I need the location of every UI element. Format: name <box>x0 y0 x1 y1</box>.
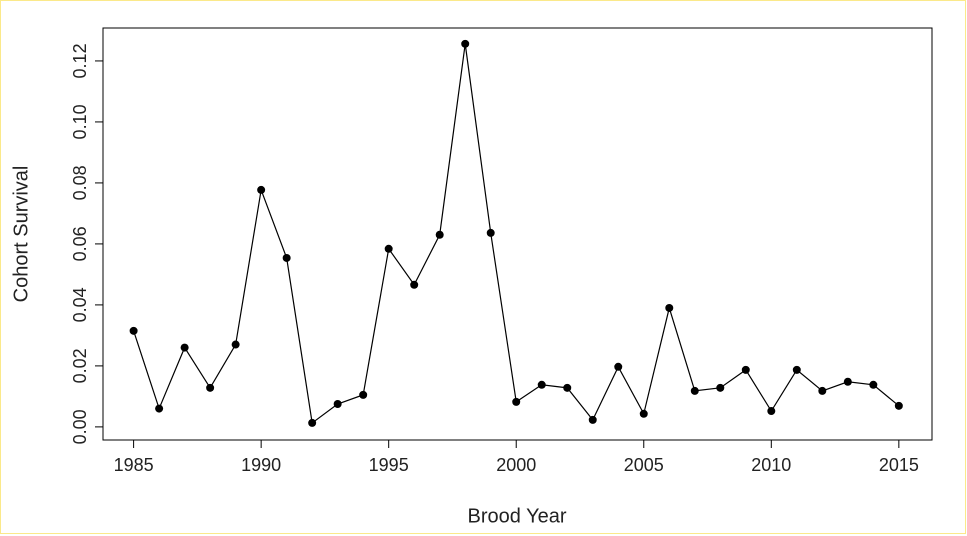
point <box>843 377 852 386</box>
y-tick-label: 0.06 <box>70 226 90 261</box>
x-tick-label: 2010 <box>751 455 791 475</box>
point <box>410 280 419 289</box>
point <box>716 383 725 392</box>
y-tick-label: 0.12 <box>70 43 90 78</box>
x-tick-label: 1995 <box>369 455 409 475</box>
point <box>563 383 572 392</box>
point <box>486 228 495 237</box>
point <box>333 400 342 409</box>
point <box>257 185 266 194</box>
point <box>282 253 291 262</box>
point <box>894 401 903 410</box>
plot-box <box>102 27 933 441</box>
point <box>818 386 827 395</box>
point <box>767 407 776 416</box>
x-tick-label: 1990 <box>241 455 281 475</box>
point <box>206 383 215 392</box>
x-axis-label: Brood Year <box>468 505 567 527</box>
point <box>308 418 317 427</box>
point <box>359 390 368 399</box>
point <box>512 397 521 406</box>
point <box>461 39 470 48</box>
point <box>384 244 393 253</box>
y-axis-label: Cohort Survival <box>10 166 32 303</box>
y-tick-label: 0.08 <box>70 165 90 200</box>
point <box>792 365 801 374</box>
x-tick-label: 2005 <box>624 455 664 475</box>
point <box>435 230 444 239</box>
x-tick-label: 2000 <box>496 455 536 475</box>
x-tick-label: 2015 <box>879 455 919 475</box>
y-tick-label: 0.04 <box>70 287 90 322</box>
point <box>537 380 546 389</box>
point <box>614 362 623 371</box>
y-tick-label: 0.00 <box>70 409 90 444</box>
point <box>869 380 878 389</box>
point <box>155 404 164 413</box>
point <box>741 365 750 374</box>
point <box>129 326 138 335</box>
point <box>180 343 189 352</box>
point <box>690 386 699 395</box>
y-tick-label: 0.10 <box>70 104 90 139</box>
point <box>231 340 240 349</box>
point <box>588 415 597 424</box>
point <box>665 303 674 312</box>
x-tick-label: 1985 <box>114 455 154 475</box>
y-tick-label: 0.02 <box>70 348 90 383</box>
point <box>639 409 648 418</box>
series-line <box>133 43 900 424</box>
